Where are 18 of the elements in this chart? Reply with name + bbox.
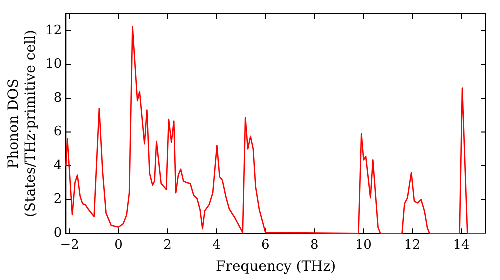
x-tick-label: 0 bbox=[114, 238, 123, 253]
x-tick-label: 8 bbox=[310, 238, 319, 253]
x-tick-label: 10 bbox=[355, 238, 372, 253]
y-tick-label: 2 bbox=[54, 192, 62, 208]
x-tick-label: 4 bbox=[212, 238, 221, 253]
y-tick-label: 12 bbox=[46, 23, 62, 38]
y-tick-label: 0 bbox=[54, 226, 62, 241]
x-tick-label: 2 bbox=[164, 238, 172, 253]
y-tick-label: 6 bbox=[54, 124, 62, 140]
y-tick-label: 4 bbox=[54, 158, 62, 174]
x-tick-label: 14 bbox=[453, 238, 470, 253]
y-tick-label: 8 bbox=[54, 90, 62, 106]
x-axis-title: Frequency (THz) bbox=[216, 259, 336, 276]
x-tick-label: −2 bbox=[60, 238, 80, 253]
y-tick-label: 10 bbox=[46, 57, 62, 72]
x-tick-label: 6 bbox=[262, 238, 270, 253]
y-axis-title: Phonon DOS (States/THz·primitive cell) bbox=[6, 30, 39, 218]
x-tick-label: 12 bbox=[404, 238, 421, 253]
